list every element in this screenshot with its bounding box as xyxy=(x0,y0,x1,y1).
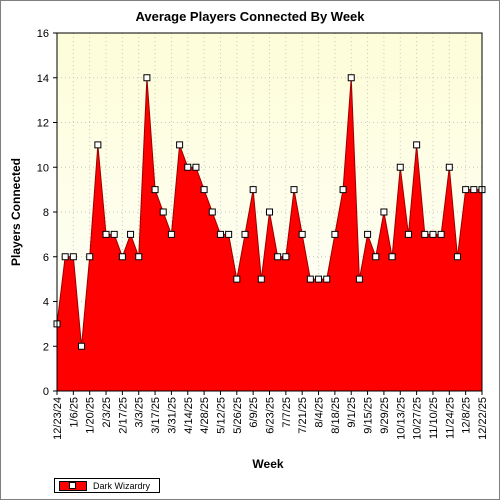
x-tick-label: 11/24/25 xyxy=(444,397,456,439)
data-point xyxy=(388,253,396,261)
x-tick-label: 1/6/25 xyxy=(68,397,80,428)
data-point xyxy=(421,230,429,238)
data-point xyxy=(290,186,298,194)
data-point xyxy=(110,230,118,238)
y-tick-label: 12 xyxy=(37,118,49,130)
data-point xyxy=(143,74,151,82)
data-point xyxy=(200,186,208,194)
y-tick-label: 4 xyxy=(43,297,49,309)
data-point xyxy=(167,230,175,238)
data-point xyxy=(396,163,404,171)
data-point xyxy=(118,253,126,261)
data-point xyxy=(86,253,94,261)
x-tick-label: 6/23/25 xyxy=(265,397,277,434)
x-tick-label: 5/12/25 xyxy=(215,397,227,434)
data-point xyxy=(355,275,363,283)
data-point xyxy=(216,230,224,238)
data-point xyxy=(282,253,290,261)
x-tick-label: 3/3/25 xyxy=(134,397,146,428)
x-axis-label: Week xyxy=(252,457,284,471)
data-point xyxy=(404,230,412,238)
data-point xyxy=(429,230,437,238)
data-point xyxy=(241,230,249,238)
data-point xyxy=(413,141,421,149)
x-tick-label: 7/21/25 xyxy=(297,397,309,434)
data-point xyxy=(274,253,282,261)
data-point xyxy=(331,230,339,238)
y-tick-label: 8 xyxy=(43,207,49,219)
legend-swatch-icon xyxy=(59,480,87,491)
data-point xyxy=(257,275,265,283)
x-tick-label: 6/9/25 xyxy=(248,397,260,428)
data-point xyxy=(339,186,347,194)
x-tick-label: 9/1/25 xyxy=(346,397,358,428)
x-tick-label: 12/23/24 xyxy=(52,397,64,440)
data-point xyxy=(347,74,355,82)
x-tick-label: 9/29/25 xyxy=(379,397,391,434)
x-tick-label: 2/17/25 xyxy=(117,397,129,434)
data-point xyxy=(151,186,159,194)
data-point xyxy=(225,230,233,238)
data-point xyxy=(445,163,453,171)
y-tick-label: 14 xyxy=(37,73,49,85)
legend: Dark Wizardry xyxy=(54,478,160,493)
data-point xyxy=(380,208,388,216)
x-tick-label: 10/13/25 xyxy=(395,397,407,440)
data-point xyxy=(102,230,110,238)
data-point xyxy=(127,230,135,238)
x-tick-label: 8/4/25 xyxy=(314,397,326,428)
data-point xyxy=(249,186,257,194)
data-point xyxy=(364,230,372,238)
data-point xyxy=(176,141,184,149)
x-tick-label: 5/26/25 xyxy=(232,397,244,434)
y-tick-label: 2 xyxy=(43,341,49,353)
data-point xyxy=(184,163,192,171)
data-point xyxy=(315,275,323,283)
data-point xyxy=(462,186,470,194)
x-tick-label: 1/20/25 xyxy=(85,397,97,434)
data-point xyxy=(192,163,200,171)
x-tick-label: 4/28/25 xyxy=(199,397,211,434)
data-point xyxy=(437,230,445,238)
y-tick-label: 0 xyxy=(43,386,49,398)
series-area xyxy=(57,77,482,391)
y-tick-label: 16 xyxy=(37,28,49,40)
data-point xyxy=(298,230,306,238)
data-point xyxy=(233,275,241,283)
data-point xyxy=(61,253,69,261)
x-tick-label: 3/17/25 xyxy=(150,397,162,434)
x-tick-label: 7/7/25 xyxy=(281,397,293,428)
x-tick-label: 12/22/25 xyxy=(477,397,489,440)
data-point xyxy=(208,208,216,216)
chart-title: Average Players Connected By Week xyxy=(135,9,365,24)
x-tick-label: 9/15/25 xyxy=(363,397,375,434)
x-tick-label: 4/14/25 xyxy=(183,397,195,434)
x-tick-label: 2/3/25 xyxy=(101,397,113,428)
data-point xyxy=(266,208,273,216)
data-point xyxy=(78,342,86,350)
x-tick-label: 10/27/25 xyxy=(412,397,424,440)
x-tick-label: 12/8/25 xyxy=(461,397,473,434)
x-tick-label: 3/31/25 xyxy=(166,397,178,434)
x-tick-label: 8/18/25 xyxy=(330,397,342,434)
y-tick-label: 10 xyxy=(37,162,49,174)
data-point xyxy=(94,141,102,149)
data-point xyxy=(470,186,478,194)
data-point xyxy=(372,253,380,261)
y-tick-label: 6 xyxy=(43,252,49,264)
data-point xyxy=(69,253,77,261)
x-tick-label: 11/10/25 xyxy=(428,397,440,439)
data-point xyxy=(159,208,167,216)
data-point xyxy=(323,275,331,283)
data-point xyxy=(135,253,143,261)
data-point xyxy=(453,253,461,261)
legend-label: Dark Wizardry xyxy=(93,480,151,491)
data-point xyxy=(306,275,314,283)
